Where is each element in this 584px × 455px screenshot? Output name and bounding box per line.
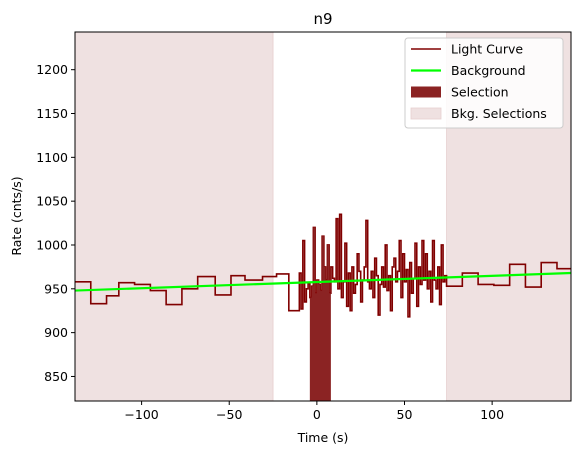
legend-swatch-3	[410, 107, 442, 120]
y-tick-label: 1000	[36, 237, 68, 252]
y-axis: 850 900 950 1000 1050 1100 1150 1200	[36, 62, 75, 384]
legend-label: Background	[451, 63, 526, 78]
x-axis-label: Time (s)	[297, 430, 349, 445]
plot-frame	[74, 31, 572, 402]
legend: Light Curve Background Selection Bkg. Selec…	[404, 37, 564, 129]
x-tick-label: −100	[124, 407, 158, 422]
y-tick-label: 950	[44, 281, 68, 296]
x-axis: −100 −50 0 50 100	[124, 401, 504, 422]
background-fit-line	[75, 271, 571, 292]
y-tick-label: 900	[44, 325, 68, 340]
bkg-selection-region-0	[75, 32, 274, 401]
legend-swatch-2	[411, 86, 441, 98]
legend-label: Bkg. Selections	[451, 106, 547, 121]
y-tick-label: 850	[44, 369, 68, 384]
y-tick-label: 1200	[36, 62, 68, 77]
legend-label: Light Curve	[451, 42, 523, 57]
y-tick-label: 1100	[36, 150, 68, 165]
legend-label: Selection	[451, 85, 509, 100]
x-tick-label: 0	[313, 407, 321, 422]
y-tick-label: 1150	[36, 106, 68, 121]
chart-title: n9	[313, 10, 332, 28]
y-tick-label: 1050	[36, 194, 68, 209]
x-tick-label: 50	[397, 407, 413, 422]
x-tick-label: −50	[216, 407, 242, 422]
light-curve-line	[75, 213, 571, 318]
y-axis-label: Rate (cnts/s)	[9, 176, 24, 255]
legend-box	[404, 37, 564, 129]
x-tick-label: 100	[480, 407, 504, 422]
selection-region	[309, 227, 331, 401]
